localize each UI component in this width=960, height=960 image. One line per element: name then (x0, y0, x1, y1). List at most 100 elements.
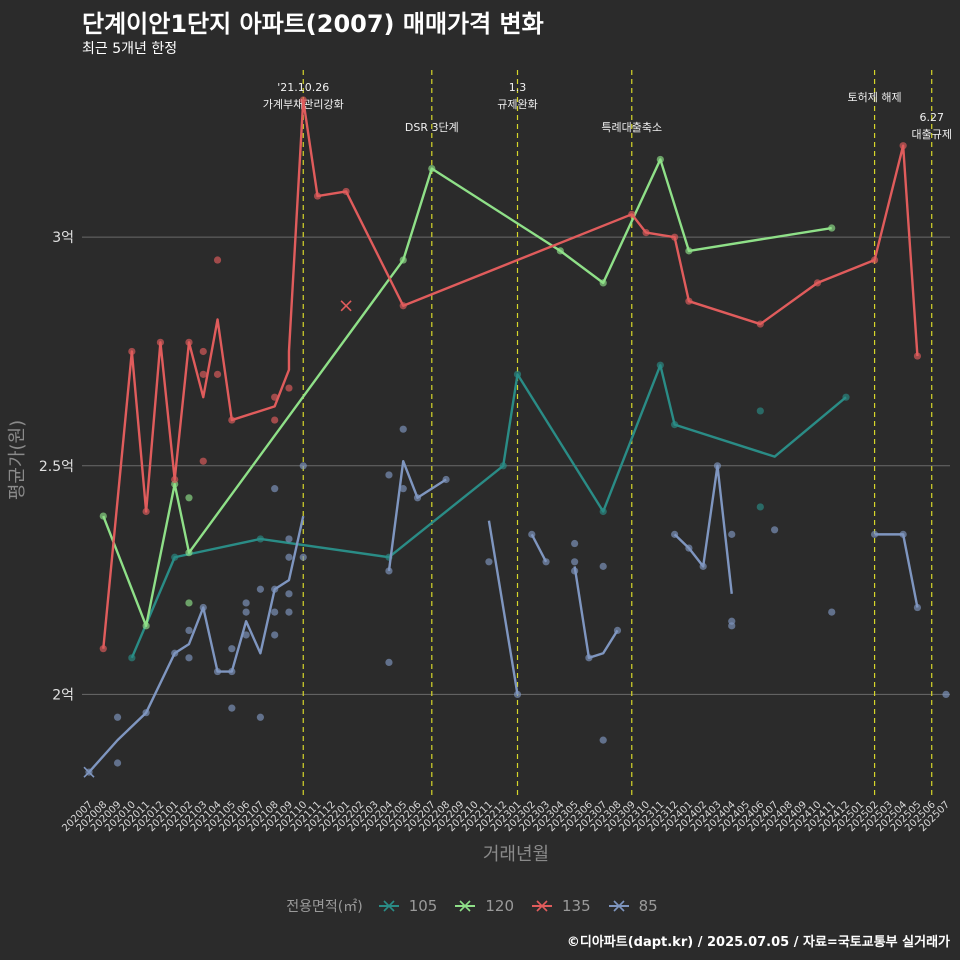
data-point (285, 608, 293, 616)
data-point (842, 393, 850, 401)
event-label: 대출규제 (911, 128, 951, 141)
data-point (399, 425, 407, 433)
data-point (213, 667, 222, 676)
data-point (571, 567, 579, 575)
data-point (271, 608, 279, 616)
legend-item: 120 (453, 897, 514, 915)
data-point (185, 494, 193, 502)
data-point (271, 393, 279, 401)
chart-subtitle: 최근 5개년 한정 (82, 41, 178, 57)
data-point (142, 507, 150, 516)
data-point (713, 462, 722, 470)
data-point (685, 297, 693, 305)
data-point (285, 384, 293, 392)
data-point (671, 421, 679, 429)
data-point (599, 562, 607, 570)
data-point (399, 256, 407, 264)
series-line (530, 533, 548, 563)
data-point (828, 608, 836, 616)
data-point (528, 530, 536, 538)
data-point (642, 228, 650, 237)
x-marker (83, 766, 95, 778)
data-point (728, 622, 736, 630)
data-point (142, 622, 150, 630)
data-point (728, 530, 736, 538)
legend: 전용면적(㎡) 105 120 135 85 (0, 896, 960, 916)
data-point (185, 654, 193, 662)
data-point (313, 192, 322, 200)
data-point (899, 530, 907, 538)
chart-title: 단계이안1단지 아파트(2007) 매매가격 변화 (82, 10, 544, 38)
series-line (130, 363, 847, 659)
data-point (128, 347, 136, 356)
series-line (102, 158, 832, 628)
legend-key-icon (532, 900, 552, 912)
series-line (673, 464, 733, 594)
legend-key-cross (383, 900, 395, 912)
data-point (913, 603, 922, 612)
data-point (285, 553, 293, 561)
data-point (656, 361, 664, 369)
data-point (185, 599, 193, 607)
data-point (685, 247, 693, 255)
data-point (685, 544, 693, 552)
y-tick-label: 3억 (52, 230, 74, 246)
legend-title: 전용면적(㎡) (286, 899, 363, 915)
legend-key-cross (459, 900, 471, 912)
series-line (487, 520, 519, 695)
data-point (499, 462, 507, 470)
data-point (513, 690, 522, 699)
event-label: 토허제 해제 (848, 90, 902, 104)
data-point (442, 475, 450, 484)
legend-key-cross (536, 900, 548, 912)
data-point (542, 558, 550, 566)
legend-items: 105 120 135 85 (377, 897, 674, 915)
data-point (656, 155, 664, 164)
data-point (899, 142, 907, 150)
data-point (671, 530, 679, 538)
data-point (113, 759, 122, 767)
series-line (387, 460, 447, 572)
event-label: 1.3 (509, 81, 527, 94)
y-axis-label: 평균가(원) (7, 420, 28, 500)
source-caption: ©디아파트(dapt.kr) / 2025.07.05 / 자료=국토교통부 실… (566, 935, 950, 950)
series-120 (99, 155, 836, 630)
data-point (756, 503, 764, 511)
data-point (870, 530, 879, 538)
data-point (628, 210, 636, 218)
data-point (428, 164, 436, 173)
event-label: 특례대출축소 (601, 121, 662, 134)
data-point (128, 654, 136, 662)
series-line (88, 515, 305, 773)
data-point (342, 187, 350, 196)
data-point (199, 347, 207, 356)
legend-label: 135 (562, 897, 591, 915)
series-line (573, 566, 619, 660)
data-point (99, 512, 107, 520)
data-point (228, 704, 236, 712)
data-point (228, 416, 236, 424)
data-point (599, 279, 607, 287)
data-point (285, 590, 293, 598)
legend-label: 105 (408, 897, 438, 915)
legend-key-icon (455, 900, 476, 912)
data-point (299, 96, 307, 104)
legend-key-cross (613, 900, 625, 912)
data-point (756, 407, 764, 415)
legend-label: 85 (638, 897, 658, 915)
data-point (213, 370, 222, 378)
data-point (99, 645, 107, 653)
data-point (199, 457, 207, 465)
data-point (699, 562, 707, 570)
data-point (256, 535, 264, 543)
series-line (874, 533, 919, 608)
data-point (942, 690, 950, 699)
data-point (271, 416, 279, 424)
y-tick-label: 2억 (52, 687, 74, 703)
legend-item: 135 (530, 897, 591, 915)
data-point (913, 352, 922, 360)
data-point (185, 338, 193, 346)
x-axis-label: 거래년월 (483, 844, 549, 865)
data-point (171, 649, 179, 657)
